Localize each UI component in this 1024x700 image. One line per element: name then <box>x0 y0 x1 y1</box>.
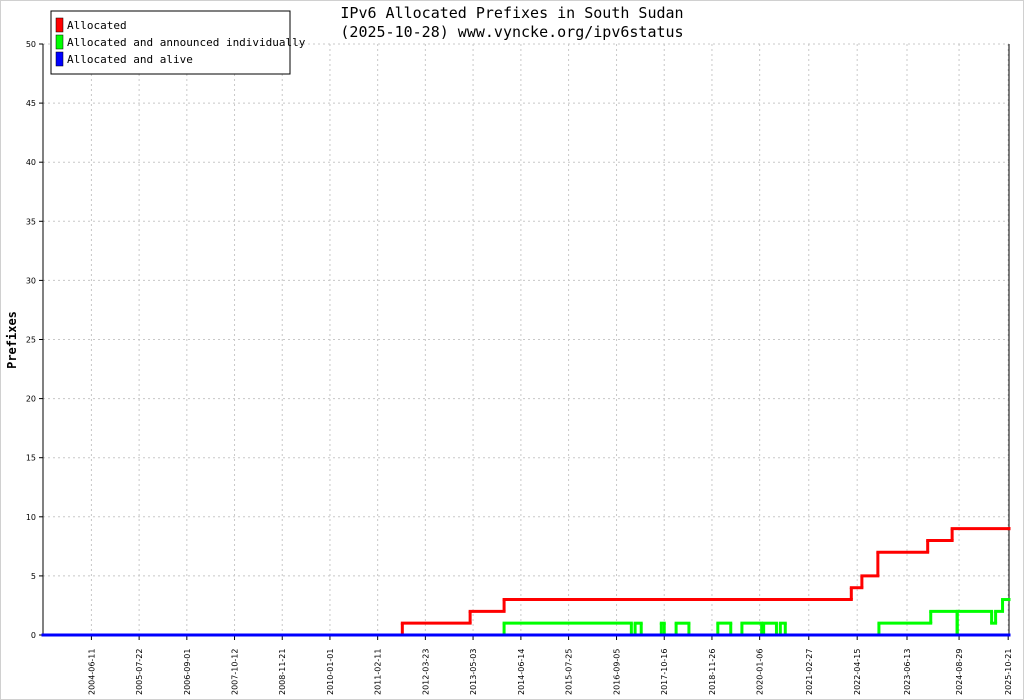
x-tick-label: 2008-11-21 <box>278 649 287 696</box>
legend-box <box>50 10 291 75</box>
x-tick-label: 2014-06-14 <box>517 649 526 696</box>
y-tick-label: 5 <box>31 572 36 581</box>
y-tick-label: 40 <box>26 158 36 167</box>
chart-title: IPv6 Allocated Prefixes in South Sudan <box>340 4 683 22</box>
y-tick-label: 45 <box>26 99 36 108</box>
chart-subtitle: (2025-10-28) www.vyncke.org/ipv6status <box>340 23 683 41</box>
x-tick-label: 2013-05-03 <box>469 649 478 696</box>
x-tick-label: 2020-01-06 <box>756 649 765 696</box>
x-tick-label: 2024-08-29 <box>955 649 964 696</box>
x-tick-label: 2016-09-05 <box>613 649 622 696</box>
legend-swatch <box>55 34 64 50</box>
y-tick-label: 35 <box>26 217 36 226</box>
legend-swatch <box>55 17 64 33</box>
legend: Allocated Allocated and announced individ… <box>50 10 306 75</box>
x-tick-label: 2025-10-21 <box>1004 649 1013 696</box>
y-tick-label: 30 <box>26 276 36 285</box>
y-axis-label: Prefixes <box>5 311 19 369</box>
legend-label: Allocated <box>67 19 127 32</box>
y-tick-label: 25 <box>26 336 36 345</box>
x-tick-label: 2007-10-12 <box>231 649 240 696</box>
legend-label: Allocated and announced individually <box>67 36 306 49</box>
x-tick-label: 2012-03-23 <box>421 649 430 696</box>
x-tick-label: 2021-02-27 <box>805 649 814 696</box>
x-tick-label: 2006-09-01 <box>183 649 192 696</box>
x-tick-label: 2022-04-15 <box>853 649 862 696</box>
x-tick-label: 2010-01-01 <box>326 649 335 696</box>
x-tick-label: 2023-06-13 <box>903 649 912 696</box>
y-tick-label: 50 <box>26 40 36 49</box>
legend-label: Allocated and alive <box>67 53 193 66</box>
x-tick-label: 2004-06-11 <box>87 649 96 696</box>
y-tick-label: 15 <box>26 454 36 463</box>
x-tick-label: 2017-10-16 <box>660 649 669 696</box>
x-tick-label: 2011-02-11 <box>374 649 383 696</box>
y-tick-label: 10 <box>26 513 36 522</box>
y-tick-label: 0 <box>31 631 36 640</box>
legend-swatch <box>55 51 64 67</box>
y-tick-label: 20 <box>26 395 36 404</box>
x-tick-label: 2005-07-22 <box>135 649 144 696</box>
x-tick-label: 2015-07-25 <box>565 649 574 696</box>
x-tick-label: 2018-11-26 <box>708 649 717 696</box>
